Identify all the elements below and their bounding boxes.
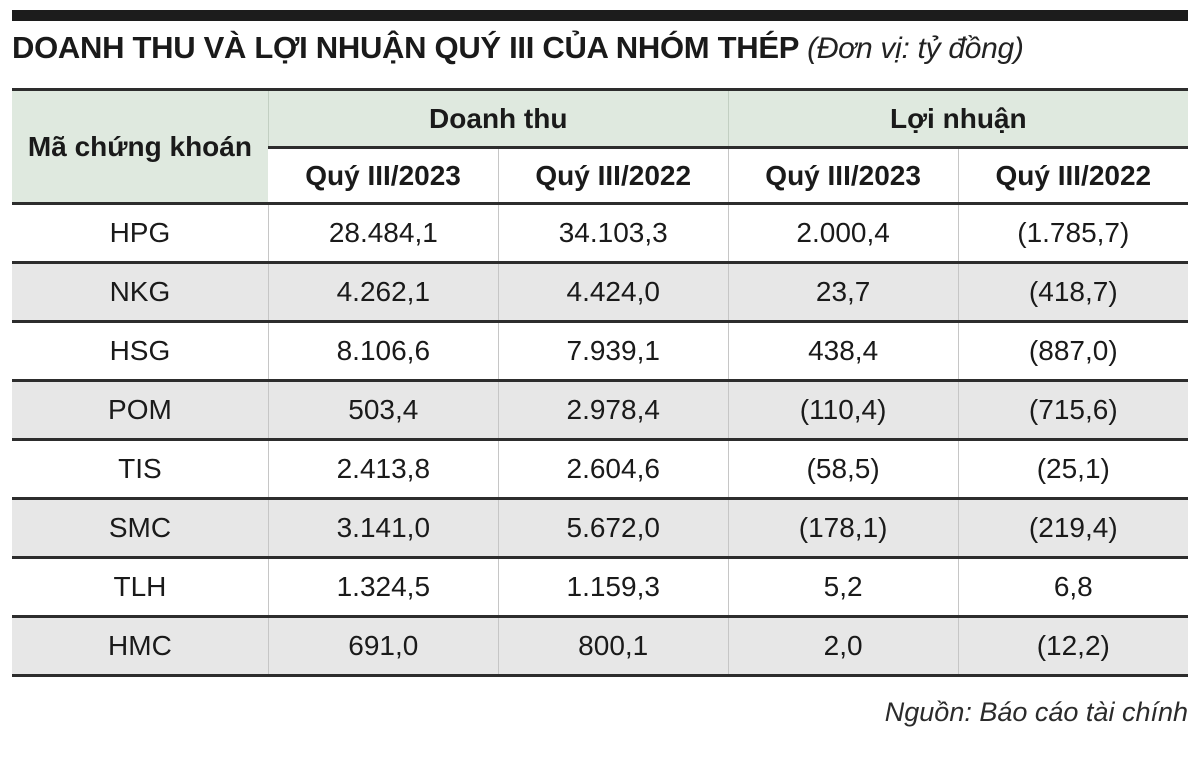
table-row: TLH 1.324,5 1.159,3 5,2 6,8 bbox=[12, 557, 1188, 617]
header-group-row: Mã chứng khoán Doanh thu Lợi nhuận bbox=[12, 89, 1188, 204]
table-body: HPG 28.484,1 34.103,3 2.000,4 (1.785,7) … bbox=[12, 203, 1188, 676]
table-row: HMC 691,0 800,1 2,0 (12,2) bbox=[12, 616, 1188, 676]
stock-code-cell: SMC bbox=[12, 498, 269, 558]
revenue-q3-2022-cell: 1.159,3 bbox=[497, 557, 729, 617]
profit-q3-2022-cell: (219,4) bbox=[957, 498, 1188, 558]
revenue-q3-2023-cell: 3.141,0 bbox=[267, 498, 499, 558]
title-accent-bar bbox=[12, 10, 1188, 21]
profit-q3-2023-cell: 438,4 bbox=[727, 321, 959, 381]
column-header-revenue-q3-2022: Quý III/2022 bbox=[497, 147, 729, 204]
revenue-q3-2023-cell: 691,0 bbox=[267, 616, 499, 676]
stock-code-cell: NKG bbox=[12, 262, 269, 322]
revenue-q3-2022-cell: 2.978,4 bbox=[497, 380, 729, 440]
revenue-q3-2022-cell: 7.939,1 bbox=[497, 321, 729, 381]
table-row: HSG 8.106,6 7.939,1 438,4 (887,0) bbox=[12, 321, 1188, 381]
profit-q3-2022-cell: (12,2) bbox=[957, 616, 1188, 676]
revenue-q3-2022-cell: 800,1 bbox=[497, 616, 729, 676]
table-row: POM 503,4 2.978,4 (110,4) (715,6) bbox=[12, 380, 1188, 440]
column-header-profit-q3-2022: Quý III/2022 bbox=[957, 147, 1188, 204]
profit-q3-2023-cell: (178,1) bbox=[727, 498, 959, 558]
profit-q3-2022-cell: (887,0) bbox=[957, 321, 1188, 381]
revenue-q3-2022-cell: 5.672,0 bbox=[497, 498, 729, 558]
stock-code-cell: HPG bbox=[12, 203, 269, 263]
profit-q3-2022-cell: (25,1) bbox=[957, 439, 1188, 499]
page-title: DOANH THU VÀ LỢI NHUẬN QUÝ III CỦA NHÓM … bbox=[12, 30, 1188, 66]
profit-q3-2022-cell: 6,8 bbox=[957, 557, 1188, 617]
revenue-q3-2023-cell: 8.106,6 bbox=[267, 321, 499, 381]
table-row: NKG 4.262,1 4.424,0 23,7 (418,7) bbox=[12, 262, 1188, 322]
revenue-q3-2022-cell: 4.424,0 bbox=[497, 262, 729, 322]
column-header-profit-q3-2023: Quý III/2023 bbox=[727, 147, 959, 204]
profit-q3-2023-cell: 2,0 bbox=[727, 616, 959, 676]
column-header-revenue-q3-2023: Quý III/2023 bbox=[268, 147, 499, 204]
stock-code-cell: POM bbox=[12, 380, 269, 440]
header-quarter-row: Quý III/2023 Quý III/2022 Quý III/2023 Q… bbox=[12, 147, 1188, 204]
revenue-q3-2023-cell: 28.484,1 bbox=[267, 203, 499, 263]
profit-q3-2023-cell: (58,5) bbox=[727, 439, 959, 499]
column-header-stock-code: Mã chứng khoán bbox=[12, 89, 269, 204]
revenue-q3-2023-cell: 2.413,8 bbox=[267, 439, 499, 499]
revenue-profit-table: Mã chứng khoán Doanh thu Lợi nhuận Quý I… bbox=[12, 88, 1188, 677]
table-row: HPG 28.484,1 34.103,3 2.000,4 (1.785,7) bbox=[12, 203, 1188, 263]
stock-code-cell: TLH bbox=[12, 557, 269, 617]
profit-q3-2022-cell: (1.785,7) bbox=[957, 203, 1188, 263]
profit-q3-2023-cell: 23,7 bbox=[727, 262, 959, 322]
revenue-q3-2022-cell: 34.103,3 bbox=[497, 203, 729, 263]
column-group-revenue: Doanh thu bbox=[267, 89, 729, 148]
page-title-main: DOANH THU VÀ LỢI NHUẬN QUÝ III CỦA NHÓM … bbox=[12, 30, 800, 65]
profit-q3-2023-cell: 2.000,4 bbox=[727, 203, 959, 263]
stock-code-cell: HSG bbox=[12, 321, 269, 381]
revenue-q3-2023-cell: 503,4 bbox=[267, 380, 499, 440]
profit-q3-2022-cell: (715,6) bbox=[957, 380, 1188, 440]
column-group-profit: Lợi nhuận bbox=[727, 89, 1188, 148]
table-row: SMC 3.141,0 5.672,0 (178,1) (219,4) bbox=[12, 498, 1188, 558]
source-note: Nguồn: Báo cáo tài chính bbox=[884, 697, 1188, 727]
profit-q3-2023-cell: (110,4) bbox=[727, 380, 959, 440]
stock-code-cell: TIS bbox=[12, 439, 269, 499]
profit-q3-2023-cell: 5,2 bbox=[727, 557, 959, 617]
revenue-q3-2022-cell: 2.604,6 bbox=[497, 439, 729, 499]
page-title-unit-note: (Đơn vị: tỷ đồng) bbox=[807, 32, 1024, 65]
profit-q3-2022-cell: (418,7) bbox=[957, 262, 1188, 322]
table-row: TIS 2.413,8 2.604,6 (58,5) (25,1) bbox=[12, 439, 1188, 499]
stock-code-cell: HMC bbox=[12, 616, 269, 676]
revenue-q3-2023-cell: 4.262,1 bbox=[267, 262, 499, 322]
revenue-q3-2023-cell: 1.324,5 bbox=[267, 557, 499, 617]
